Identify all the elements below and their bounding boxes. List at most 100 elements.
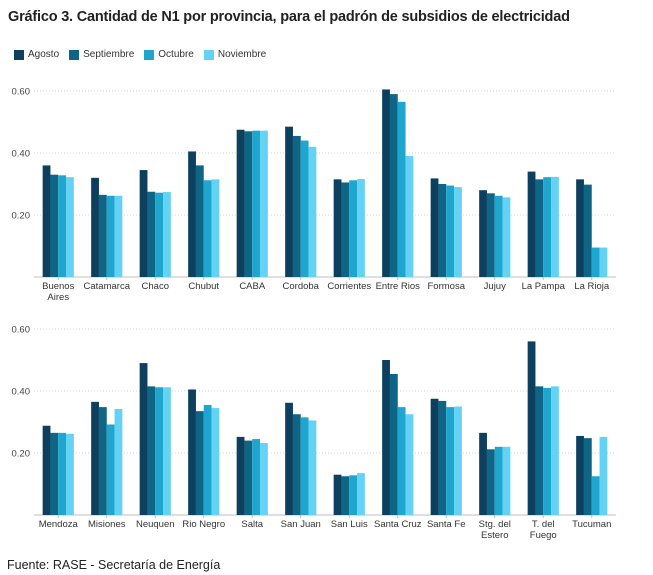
bar-septiembre: [147, 386, 156, 515]
legend-item-septiembre: Septiembre: [69, 49, 134, 60]
x-tick-label-line: Tucuman: [572, 519, 611, 530]
bar-octubre: [494, 195, 503, 277]
x-tick-label-line: La Pampa: [522, 281, 566, 292]
x-tick-label: La Rioja: [574, 281, 610, 292]
bar-octubre: [446, 407, 455, 515]
bar-octubre: [591, 476, 600, 515]
x-tick-label-line: CABA: [239, 281, 266, 292]
bar-agosto: [188, 389, 196, 515]
bar-septiembre: [50, 432, 59, 515]
x-tick-label-line: Formosa: [428, 281, 466, 292]
bar-septiembre: [535, 179, 544, 277]
bar-agosto: [42, 425, 51, 515]
x-tick-label: Rio Negro: [182, 519, 225, 530]
bar-octubre: [494, 446, 503, 515]
legend-swatch: [203, 49, 214, 60]
bar-septiembre: [244, 440, 253, 515]
bar-agosto: [576, 435, 584, 515]
x-tick-label-line: Misiones: [88, 519, 126, 530]
bar-agosto: [479, 190, 487, 277]
bar-noviembre: [454, 406, 462, 515]
x-tick-label-line: Santa Cruz: [374, 519, 422, 530]
bar-octubre: [397, 407, 406, 515]
x-tick-label: Chubut: [188, 281, 219, 292]
bar-octubre: [58, 432, 67, 515]
x-tick-label: Corrientes: [327, 281, 371, 292]
bar-noviembre: [405, 156, 414, 277]
bar-noviembre: [114, 195, 123, 277]
bar-agosto: [527, 171, 536, 277]
bar-octubre: [446, 185, 455, 277]
bar-septiembre: [583, 184, 592, 277]
x-tick-label: Stg. del Estero: [479, 519, 511, 541]
y-tick-label: 0.60: [12, 87, 31, 98]
bar-agosto: [139, 170, 148, 277]
bar-agosto: [91, 177, 99, 277]
legend-item-octubre: Octubre: [144, 49, 194, 60]
bar-noviembre: [599, 436, 608, 515]
bar-septiembre: [438, 400, 447, 515]
bar-octubre: [252, 439, 261, 515]
legend-swatch: [69, 49, 80, 60]
bar-septiembre: [292, 414, 301, 515]
x-tick-label-line: Entre Rios: [376, 281, 421, 292]
bar-octubre: [155, 387, 164, 515]
bar-noviembre: [502, 197, 511, 277]
bar-noviembre: [114, 408, 123, 515]
bar-octubre: [397, 101, 406, 277]
legend-label: Agosto: [28, 49, 60, 60]
bar-noviembre: [599, 247, 608, 277]
x-tick-label-line: Chubut: [188, 281, 219, 292]
x-tick-label-line: San Luis: [331, 519, 368, 530]
bar-noviembre: [163, 387, 171, 515]
x-tick-label-line: Jujuy: [484, 281, 506, 292]
bar-noviembre: [308, 420, 317, 515]
bar-octubre: [203, 404, 212, 515]
bar-agosto: [333, 179, 342, 277]
bar-octubre: [349, 180, 358, 277]
source-note: Fuente: RASE - Secretaría de Energía: [7, 558, 221, 572]
legend-label: Octubre: [158, 49, 194, 60]
y-tick-label: 0.20: [12, 211, 31, 222]
bar-agosto: [236, 129, 245, 277]
x-tick-label-line: Aires: [47, 292, 69, 303]
bar-agosto: [576, 179, 584, 277]
bar-noviembre: [454, 187, 462, 277]
bar-noviembre: [66, 177, 74, 277]
bar-noviembre: [551, 386, 559, 515]
bar-agosto: [333, 474, 342, 515]
legend-label: Septiembre: [83, 49, 135, 60]
bar-septiembre: [389, 373, 398, 515]
x-tick-label: Chaco: [142, 281, 169, 292]
bar-agosto: [382, 89, 390, 277]
chart-title: Gráfico 3. Cantidad de N1 por provincia,…: [8, 9, 570, 25]
x-tick-label-line: Neuquen: [136, 519, 175, 530]
bar-noviembre: [502, 446, 511, 515]
bar-agosto: [42, 165, 51, 277]
bar-noviembre: [551, 176, 559, 277]
x-tick-label-line: San Juan: [281, 519, 321, 530]
x-tick-label: Santa Cruz: [374, 519, 422, 530]
bar-octubre: [203, 180, 212, 277]
bar-septiembre: [341, 476, 350, 515]
bar-agosto: [285, 126, 293, 278]
x-tick-label: Catamarca: [84, 281, 131, 292]
bar-agosto: [139, 363, 148, 515]
x-tick-label-line: Corrientes: [327, 281, 371, 292]
bar-agosto: [430, 398, 439, 515]
legend-item-noviembre: Noviembre: [203, 49, 266, 60]
x-tick-label: Jujuy: [484, 281, 506, 292]
bar-septiembre: [147, 191, 156, 277]
bar-noviembre: [260, 443, 268, 515]
x-tick-label: Entre Rios: [376, 281, 421, 292]
bar-septiembre: [98, 194, 107, 277]
x-tick-label-line: Buenos: [42, 281, 74, 292]
bar-septiembre: [50, 174, 59, 277]
y-tick-label: 0.40: [12, 387, 31, 398]
bar-septiembre: [486, 449, 495, 515]
x-tick-label-line: La Rioja: [574, 281, 610, 292]
bar-octubre: [300, 417, 309, 515]
x-tick-label-line: Cordoba: [283, 281, 320, 292]
bar-noviembre: [211, 179, 220, 277]
bar-noviembre: [163, 192, 171, 277]
